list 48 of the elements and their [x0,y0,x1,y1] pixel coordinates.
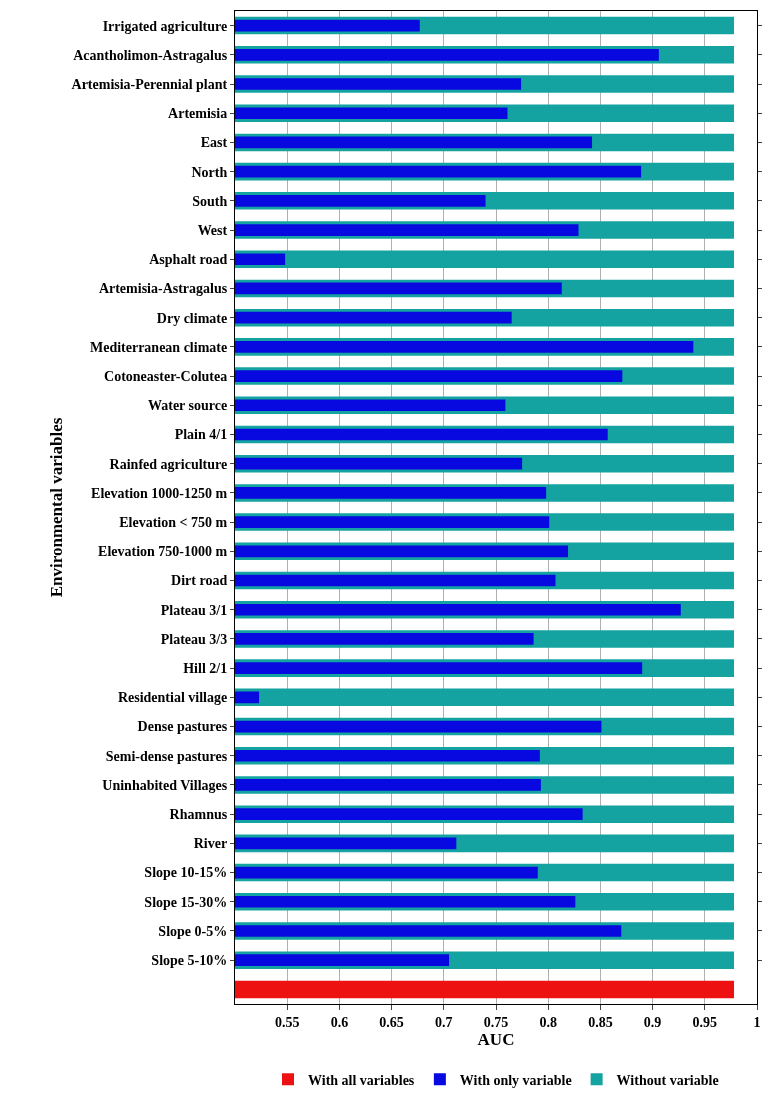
y-tick-label: Rainfed agriculture [109,456,228,472]
y-tick-label: Irrigated agriculture [102,18,228,34]
y-tick-label: South [192,193,228,209]
y-tick-label: Slope 5-10% [151,953,228,969]
y-tick-label: Elevation 1000-1250 m [91,485,228,501]
y-tick-label: Slope 0-5% [158,923,228,939]
y-tick-label: Artemisia [168,106,228,122]
x-axis-title: AUC [477,1030,515,1050]
x-tick-label: 0.65 [379,1014,404,1030]
y-tick-label: Hill 2/1 [183,661,228,677]
x-tick-label: 0.9 [643,1014,662,1030]
y-tick-label: West [197,222,228,238]
y-axis-title: Environmental variables [47,417,67,598]
legend-label: With all variables [308,1072,415,1088]
y-tick-label: Cotoneaster-Colutea [104,368,228,384]
y-tick-label: Uninhabited Villages [102,777,228,793]
x-tick-label: 0.55 [274,1014,300,1030]
y-tick-label: Slope 10-15% [144,865,228,881]
y-tick-label: Rhamnus [169,807,228,823]
y-tick-label: Plateau 3/3 [160,631,228,647]
legend-label: With only variable [459,1072,572,1088]
y-tick-label: Asphalt road [149,252,228,268]
y-tick-label: Plateau 3/1 [160,602,228,618]
y-tick-label: Elevation 750-1000 m [98,544,228,560]
y-tick-label: Dirt road [171,573,228,589]
y-tick-label: Residential village [117,690,228,706]
y-tick-label: Plain 4/1 [174,427,228,443]
y-tick-label: Water source [148,398,228,414]
x-tick-label: 0.85 [588,1014,613,1030]
y-tick-label: Mediterranean climate [89,339,228,355]
y-tick-label: Acantholimon-Astragalus [73,47,228,63]
y-tick-label: Artemisia-Astragalus [98,281,228,297]
x-tick-label: 0.6 [330,1014,349,1030]
x-tick-label: 0.75 [483,1014,509,1030]
x-tick-label: 0.8 [539,1014,557,1030]
y-tick-label: Slope 15-30% [144,894,228,910]
y-tick-label: North [191,164,228,180]
legend-label: Without variable [616,1072,719,1088]
x-tick-label: 0.7 [435,1014,453,1030]
y-tick-label: Dry climate [156,310,228,326]
y-tick-label: East [200,135,228,151]
y-tick-label: River [193,836,228,852]
x-tick-label: 0.95 [692,1014,718,1030]
y-tick-label: Elevation < 750 m [119,515,228,530]
y-tick-label: Dense pastures [137,719,228,735]
x-tick-label: 1 [753,1014,761,1030]
y-tick-label: Semi-dense pastures [105,748,228,764]
y-tick-label: Artemisia-Perennial plant [71,76,228,92]
